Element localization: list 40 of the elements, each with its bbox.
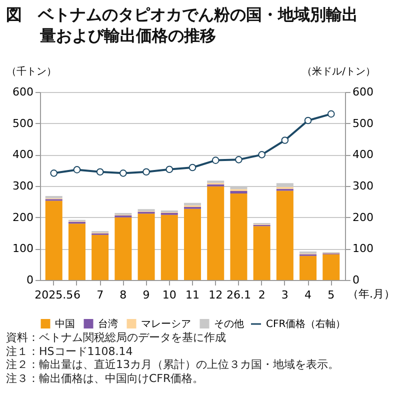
x-tick-label: 6 <box>73 288 80 302</box>
text: 注１：HSコード1108.14 <box>6 344 134 358</box>
y-tick-label: 200 <box>12 210 34 224</box>
y-tick-label: 500 <box>12 116 34 130</box>
y-tick-label: 0 <box>26 274 34 286</box>
y2-tick-label: 400 <box>352 148 374 162</box>
y2-tick-label: 0 <box>352 274 360 286</box>
text: 注２：輸出量は、直近13カ月（累計）の上位３カ国・地域を表示。 <box>6 358 340 372</box>
legend-label: マレーシア <box>141 318 191 330</box>
y2-tick-label: 200 <box>352 210 374 224</box>
text: 資料：ベトナム関税総局のデータを基に作成 <box>6 331 227 344</box>
y-axis-title: （千トン） <box>6 66 56 78</box>
legend-label: 中国 <box>55 318 75 330</box>
x-tick-label: 3 <box>281 288 288 302</box>
y-tick-label: 100 <box>12 242 34 256</box>
y2-tick-label: 600 <box>352 86 374 98</box>
y2-tick-label: 500 <box>352 116 374 130</box>
x-tick-label: 2025.5 <box>34 288 74 302</box>
x-tick-label: 2 <box>258 288 266 302</box>
x-tick-label: 10 <box>162 288 176 302</box>
x-tick-label: 9 <box>142 288 150 302</box>
x-tick-label: 4 <box>304 288 312 302</box>
y-tick-label: 400 <box>12 148 34 162</box>
x-tick-label: 26.1 <box>226 288 251 302</box>
text: 注３：輸出価格は、中国向けCFR価格。 <box>6 372 205 385</box>
y-tick-label: 300 <box>12 180 34 192</box>
legend-label: その他 <box>214 318 244 330</box>
y-tick-label: 600 <box>12 86 34 98</box>
x-tick-label: 5 <box>328 288 335 302</box>
legend-label: 台湾 <box>98 318 118 330</box>
y2-axis-title: （米ドル/トン） <box>302 66 376 78</box>
chart-title: 図 ベトナムのタピオカでん粉の国・地域別輸出量および輸出価格の推移 <box>5 4 359 46</box>
x-tick-label: 11 <box>186 288 200 302</box>
y2-tick-label: 300 <box>352 180 374 192</box>
y2-tick-label: 100 <box>352 242 374 256</box>
x-tick-label: 12 <box>208 288 223 302</box>
legend-label: CFR価格（右軸） <box>266 318 346 330</box>
x-tick-label: 8 <box>120 288 127 302</box>
x-tick-label: 7 <box>96 288 104 302</box>
x-axis-title: （年.月） <box>348 288 395 300</box>
